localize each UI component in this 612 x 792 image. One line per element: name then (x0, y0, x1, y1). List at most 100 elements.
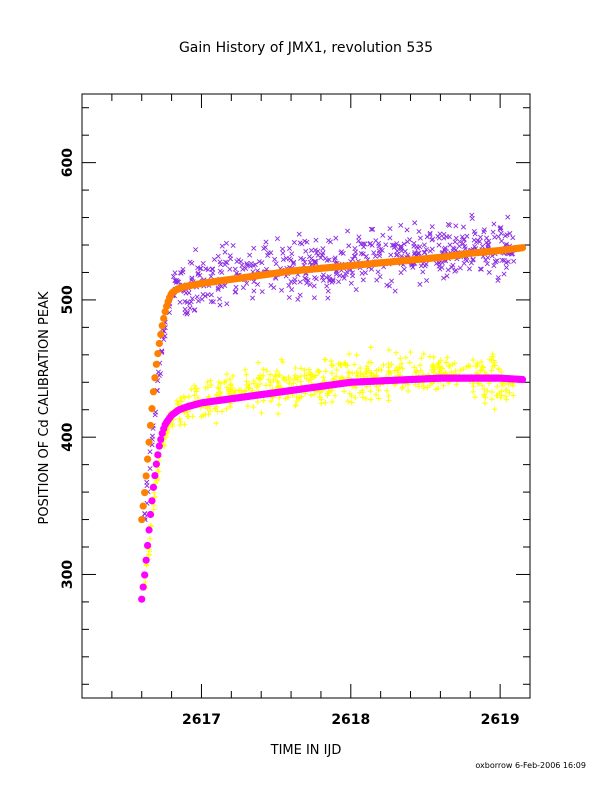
measurement-point (208, 292, 214, 298)
measurement-point (263, 239, 269, 245)
measurement-point (483, 257, 489, 263)
measurement-point (495, 277, 501, 283)
measurement-point (280, 257, 286, 263)
measurement-point (184, 299, 190, 305)
measurement-point (292, 372, 298, 379)
measurement-point (298, 373, 304, 379)
measurement-point (491, 406, 498, 413)
measurement-point (336, 279, 342, 285)
measurement-point (228, 387, 235, 394)
series-1 (138, 244, 527, 524)
measurement-point (491, 221, 497, 227)
measurement-point (232, 266, 238, 272)
measurement-point (210, 266, 216, 272)
measurement-point (272, 256, 278, 262)
measurement-point (189, 277, 195, 283)
measurement-point (440, 382, 447, 389)
measurement-point (332, 392, 338, 399)
measurement-point (215, 285, 221, 291)
trend-point (151, 374, 159, 382)
measurement-point (499, 383, 506, 389)
measurement-point (291, 376, 298, 382)
measurement-point (302, 275, 308, 281)
measurement-point (339, 249, 345, 255)
trend-point (142, 556, 150, 564)
measurement-point (210, 270, 216, 276)
measurement-point (417, 362, 423, 369)
measurement-point (248, 263, 254, 269)
measurement-point (294, 377, 301, 383)
measurement-point (427, 230, 433, 236)
measurement-point (368, 226, 374, 232)
trend-point (158, 322, 166, 330)
measurement-point (304, 280, 310, 286)
measurement-point (489, 389, 495, 395)
measurement-point (188, 386, 195, 393)
measurement-point (147, 465, 153, 471)
y-tick-labels: 300 400 500 600 (60, 148, 76, 589)
measurement-point (325, 295, 331, 301)
measurement-point (186, 393, 192, 400)
y-tick-label: 600 (60, 148, 76, 177)
measurement-point (397, 355, 404, 362)
measurement-point (488, 367, 495, 374)
measurement-point (240, 266, 246, 272)
trend-point (148, 497, 156, 505)
measurement-point (276, 401, 282, 408)
measurement-point (482, 394, 489, 401)
measurement-point (300, 256, 306, 262)
measurement-point (325, 288, 331, 294)
measurement-point (177, 395, 184, 401)
measurement-point (315, 369, 322, 375)
measurement-point (204, 405, 211, 411)
trend-point (149, 483, 158, 491)
measurement-point (230, 373, 236, 379)
trend-point (146, 421, 155, 430)
trend-point (154, 349, 162, 358)
measurement-point (271, 285, 277, 291)
measurement-point (480, 364, 486, 371)
measurement-point (388, 252, 394, 258)
series-0 (142, 212, 517, 523)
measurement-point (421, 250, 427, 256)
measurement-point (286, 294, 292, 301)
measurement-point (313, 258, 319, 264)
measurement-point (493, 392, 500, 399)
measurement-point (174, 400, 181, 407)
measurement-point (298, 255, 304, 261)
measurement-point (407, 349, 414, 355)
measurement-point (343, 272, 349, 278)
measurement-point (362, 241, 368, 247)
measurement-point (444, 273, 450, 279)
measurement-point (379, 247, 385, 253)
measurement-point (489, 353, 496, 360)
measurement-point (346, 243, 352, 249)
measurement-point (313, 276, 319, 282)
footer-credit: oxborrow 6-Feb-2006 16:09 (475, 761, 586, 770)
measurement-point (258, 410, 265, 416)
measurement-point (200, 292, 206, 298)
measurement-point (215, 286, 221, 293)
measurement-point (427, 382, 433, 389)
measurement-point (417, 244, 423, 250)
measurement-point (477, 367, 484, 374)
measurement-point (384, 282, 390, 288)
measurement-point (383, 242, 389, 248)
measurement-point (330, 278, 336, 284)
measurement-point (481, 386, 487, 392)
measurement-point (484, 388, 491, 394)
trend-point (139, 583, 147, 591)
measurement-point (386, 347, 392, 353)
measurement-point (324, 283, 330, 289)
measurement-point (197, 272, 203, 278)
measurement-point (502, 233, 508, 239)
measurement-point (423, 246, 429, 253)
measurement-point (481, 227, 487, 233)
measurement-point (445, 267, 451, 273)
measurement-point (312, 247, 318, 253)
measurement-point (162, 434, 169, 441)
measurement-point (429, 246, 435, 252)
measurement-point (247, 252, 253, 258)
measurement-point (358, 250, 364, 256)
measurement-point (322, 399, 329, 406)
